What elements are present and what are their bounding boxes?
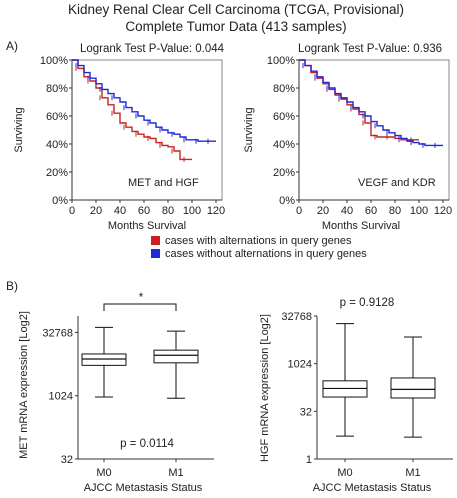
panel-b-label: B) <box>6 279 18 293</box>
p-value-label: p = 0.0114 <box>120 438 174 450</box>
legend-label-unaltered: cases without alternations in query gene… <box>165 248 367 260</box>
survival-curve-series-0 <box>72 59 192 161</box>
y-tick-label: 32768 <box>281 311 312 323</box>
x-tick-label: 40 <box>341 205 353 217</box>
p-value-label: p = 0.9128 <box>340 297 395 309</box>
km-plot-met-hgf: Logrank Test P-Value: 0.044 0% 20% 40% 60% 8… <box>13 43 225 232</box>
significance-marker: * <box>139 292 144 304</box>
x-axis-label: Months Survival <box>322 220 400 232</box>
survival-curve-series-1 <box>72 59 216 142</box>
x-tick-label: 40 <box>114 205 126 217</box>
x-tick-label: 0 <box>296 205 302 217</box>
figure-title-line1: Kidney Renal Clear Cell Carcinoma (TCGA,… <box>68 2 404 17</box>
y-tick-label: 100% <box>267 55 295 67</box>
legend: cases with alternations in query genes c… <box>151 235 367 260</box>
boxplot-met: 32 1024 32768 M0 M1 * p = 0.0114 AJCC Metast… <box>18 292 214 494</box>
x-axis-label: Months Survival <box>108 220 186 232</box>
y-tick-label: 1 <box>306 454 312 466</box>
y-tick-label: 80% <box>46 83 68 95</box>
y-tick-label: 100% <box>40 55 68 67</box>
y-tick-label: 0% <box>279 195 295 207</box>
y-axis-label: Surviving <box>243 107 255 152</box>
y-tick-label: 20% <box>273 167 295 179</box>
x-axis-label: AJCC Metastasis Status <box>84 482 203 494</box>
x-tick-label: 120 <box>207 205 225 217</box>
figure-title-line2: Complete Tumor Data (413 samples) <box>125 19 346 34</box>
km-plot-vegf-kdr: Logrank Test P-Value: 0.936 0% 20% 40% 60% 8… <box>243 43 452 232</box>
plot-annotation: MET and HGF <box>128 177 199 189</box>
x-tick-label: 60 <box>365 205 377 217</box>
x-tick-label: 20 <box>317 205 329 217</box>
legend-swatch-unaltered <box>151 249 160 258</box>
y-tick-label: 60% <box>273 111 295 123</box>
box-iqr <box>81 353 127 366</box>
y-axis-label: MET mRNA expression [Log2] <box>18 311 30 459</box>
boxplot-hgf: 1 32 1024 32768 M0 M1 p = 0.9128 AJCC Metasta… <box>259 297 453 494</box>
y-axis-label: Surviving <box>13 107 25 152</box>
y-tick-label: 1024 <box>49 391 73 403</box>
x-axis-label: AJCC Metastasis Status <box>313 482 432 494</box>
x-tick-label: M1 <box>168 467 183 479</box>
x-tick-label: M1 <box>405 467 420 479</box>
y-tick-label: 80% <box>273 83 295 95</box>
y-tick-label: 32768 <box>42 327 73 339</box>
x-tick-label: 80 <box>162 205 174 217</box>
x-tick-label: 80 <box>389 205 401 217</box>
y-tick-label: 40% <box>273 139 295 151</box>
x-tick-label: M0 <box>96 467 111 479</box>
box-iqr <box>390 377 436 399</box>
box-iqr <box>153 349 199 364</box>
y-tick-label: 60% <box>46 111 68 123</box>
y-tick-label: 1024 <box>288 359 312 371</box>
survival-curve-series-1 <box>299 59 443 147</box>
x-tick-label: 0 <box>69 205 75 217</box>
significance-bracket <box>103 303 177 311</box>
plot-annotation: VEGF and KDR <box>358 177 436 189</box>
x-tick-label: 60 <box>138 205 150 217</box>
x-tick-label: 120 <box>434 205 452 217</box>
legend-label-altered: cases with alternations in query genes <box>165 235 352 247</box>
y-axis-label: HGF mRNA expression [Log2] <box>259 314 271 462</box>
x-tick-label: 100 <box>183 205 201 217</box>
x-tick-label: 100 <box>410 205 428 217</box>
y-tick-label: 0% <box>52 195 68 207</box>
y-tick-label: 32 <box>300 406 312 418</box>
panel-a-label: A) <box>6 39 18 53</box>
y-tick-label: 20% <box>46 167 68 179</box>
y-tick-label: 40% <box>46 139 68 151</box>
x-tick-label: 20 <box>90 205 102 217</box>
km-plot-title: Logrank Test P-Value: 0.044 <box>80 43 225 55</box>
legend-swatch-altered <box>151 236 160 245</box>
x-tick-label: M0 <box>337 467 352 479</box>
y-tick-label: 32 <box>61 454 73 466</box>
km-plot-title: Logrank Test P-Value: 0.936 <box>298 43 442 55</box>
